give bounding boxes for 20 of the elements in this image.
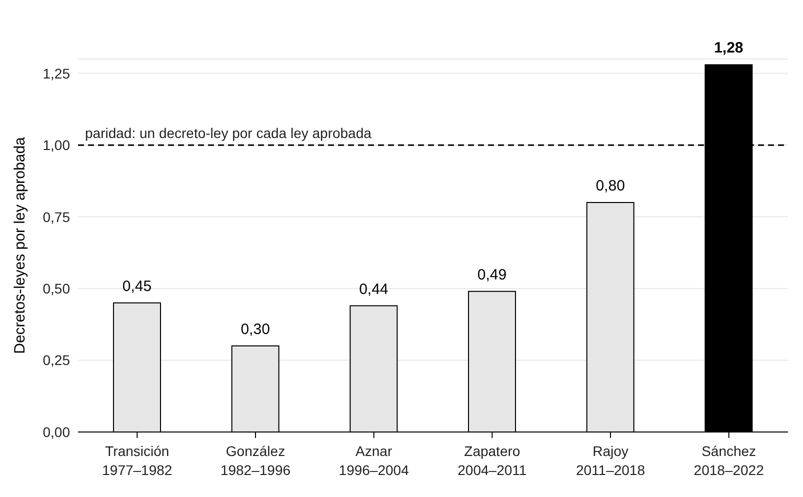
data-label: 0,45 (122, 278, 152, 295)
x-tick-label: Rajoy 2011–2018 (576, 443, 646, 478)
y-tick-label: 0,00 (42, 424, 70, 440)
y-tick-label: 0,75 (42, 208, 70, 225)
y-tick-label: 1,25 (42, 65, 70, 82)
y-tick-label: 0,50 (42, 280, 70, 297)
y-tick-label: 1,00 (42, 137, 70, 154)
y-tick-label: 0,25 (42, 352, 70, 368)
ref-line-label: paridad: un decreto-ley por cada ley aprobada (85, 125, 372, 142)
x-tick-label: Transición 1977–1982 (102, 443, 172, 478)
x-tick-label: González 1982–1996 (220, 443, 291, 478)
x-tick-label: Aznar 1996–2004 (338, 443, 410, 478)
x-tick-label: Sánchez 2018–2022 (694, 443, 764, 478)
data-label: 0,80 (596, 177, 625, 194)
data-label: 0,49 (477, 266, 507, 284)
data-label: 1,28 (714, 40, 744, 57)
data-label: 0,44 (359, 280, 388, 298)
data-label: 0,30 (240, 320, 270, 338)
y-axis-title: Decretos-leyes por ley aprobada (11, 136, 28, 354)
x-tick-label: Zapatero 2004–2011 (458, 443, 527, 478)
